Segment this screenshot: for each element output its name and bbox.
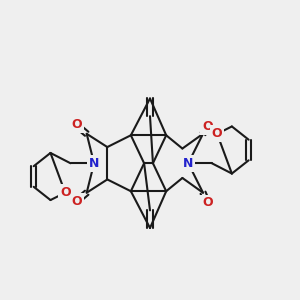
Text: N: N bbox=[89, 157, 99, 170]
Text: O: O bbox=[212, 127, 222, 140]
Text: N: N bbox=[183, 157, 194, 170]
Text: O: O bbox=[60, 186, 70, 199]
Text: O: O bbox=[71, 195, 82, 208]
Text: O: O bbox=[71, 118, 82, 131]
Text: O: O bbox=[202, 120, 213, 133]
Text: O: O bbox=[202, 196, 213, 209]
